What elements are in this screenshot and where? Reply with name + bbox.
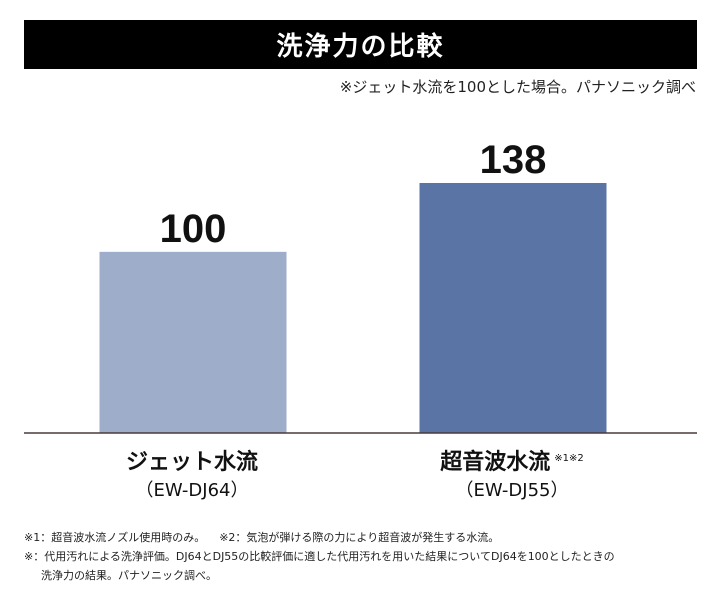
value-label-1: 100 [160, 207, 227, 251]
footnote-2: ※2：気泡が弾ける際の力により超音波が発生する水流。 [219, 531, 500, 544]
model-label-dj55: （EW-DJ55） [455, 480, 569, 501]
footnotes: ※1：超音波水流ノズル使用時のみ。 ※2：気泡が弾ける際の力により超音波が発生する… [24, 528, 704, 585]
source-note: ※ジェット水流を100とした場合。パナソニック調べ [339, 78, 696, 96]
category-name: ジェット水流 [125, 450, 258, 475]
bar-2 [419, 183, 607, 433]
chart-title: 洗浄力の比較 [276, 32, 445, 62]
value-label-2: 138 [480, 138, 547, 182]
footnote-marker: ※1※2 [554, 452, 584, 464]
chart-title-bar: 洗浄力の比較 [24, 20, 697, 69]
category-label-ultrasonic: 超音波水流 ※1※2 [372, 444, 652, 476]
footnote-3-continued: 洗浄力の結果。パナソニック調べ。 [41, 569, 217, 582]
category-label-jet: ジェット水流 [52, 444, 332, 476]
category-name: 超音波水流 [440, 450, 551, 475]
footnote-1: ※1：超音波水流ノズル使用時のみ。 [24, 531, 206, 544]
footnote-3: ※：代用汚れによる洗浄評価。DJ64とDJ55の比較評価に適した代用汚れを用いた… [24, 550, 615, 563]
model-label-dj64: （EW-DJ64） [135, 480, 249, 501]
bar-1 [99, 251, 287, 433]
